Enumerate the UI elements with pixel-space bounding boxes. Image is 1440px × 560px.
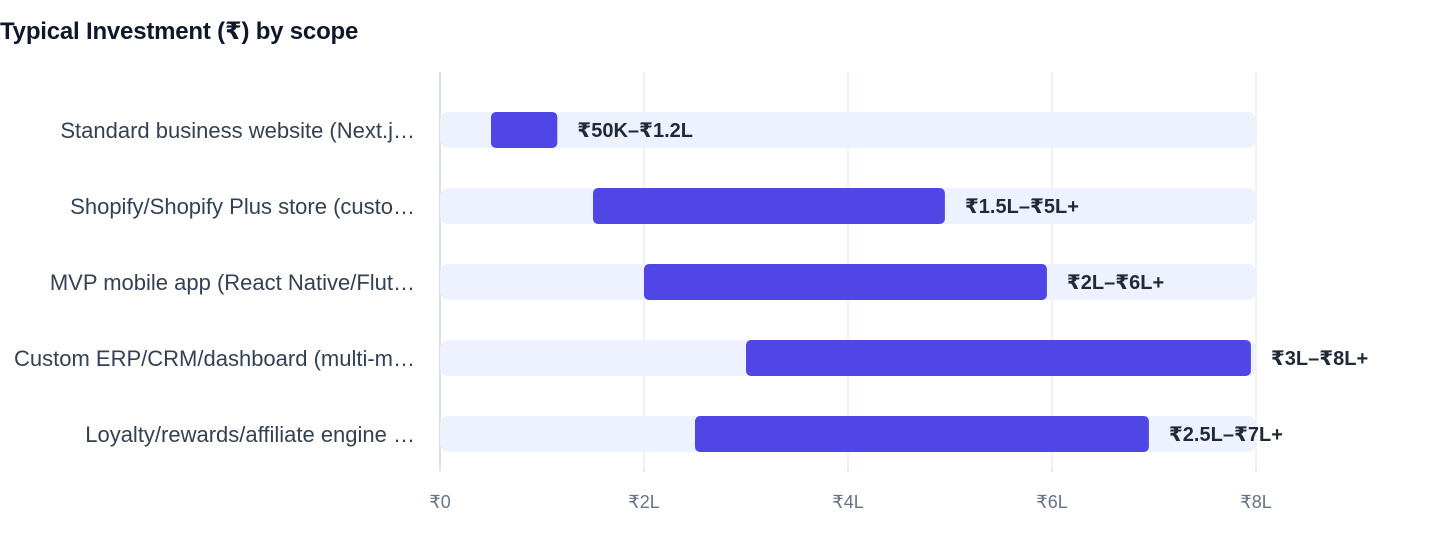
data-label: ₹2L–₹6L+	[1067, 272, 1164, 294]
category-label: Loyalty/rewards/affiliate engine …	[85, 422, 415, 447]
range-bar	[746, 340, 1251, 376]
chart-title: Typical Investment (₹) by scope	[0, 18, 359, 45]
category-label: Standard business website (Next.j…	[60, 118, 415, 143]
category-label: Shopify/Shopify Plus store (custo…	[70, 194, 415, 219]
x-tick-label: ₹0	[429, 492, 450, 512]
data-label: ₹1.5L–₹5L+	[965, 196, 1079, 218]
bar-track	[440, 112, 1256, 148]
range-bar	[695, 416, 1149, 452]
data-label: ₹50K–₹1.2L	[577, 120, 693, 142]
category-label: Custom ERP/CRM/dashboard (multi-m…	[14, 346, 415, 371]
x-tick-label: ₹8L	[1240, 492, 1271, 512]
range-bar	[491, 112, 558, 148]
x-tick-label: ₹6L	[1036, 492, 1067, 512]
data-label: ₹2.5L–₹7L+	[1169, 424, 1283, 446]
range-bar	[593, 188, 945, 224]
category-label: MVP mobile app (React Native/Flut…	[50, 270, 415, 295]
x-tick-label: ₹4L	[832, 492, 863, 512]
data-label: ₹3L–₹8L+	[1271, 348, 1368, 370]
x-tick-label: ₹2L	[628, 492, 659, 512]
range-bar	[644, 264, 1047, 300]
